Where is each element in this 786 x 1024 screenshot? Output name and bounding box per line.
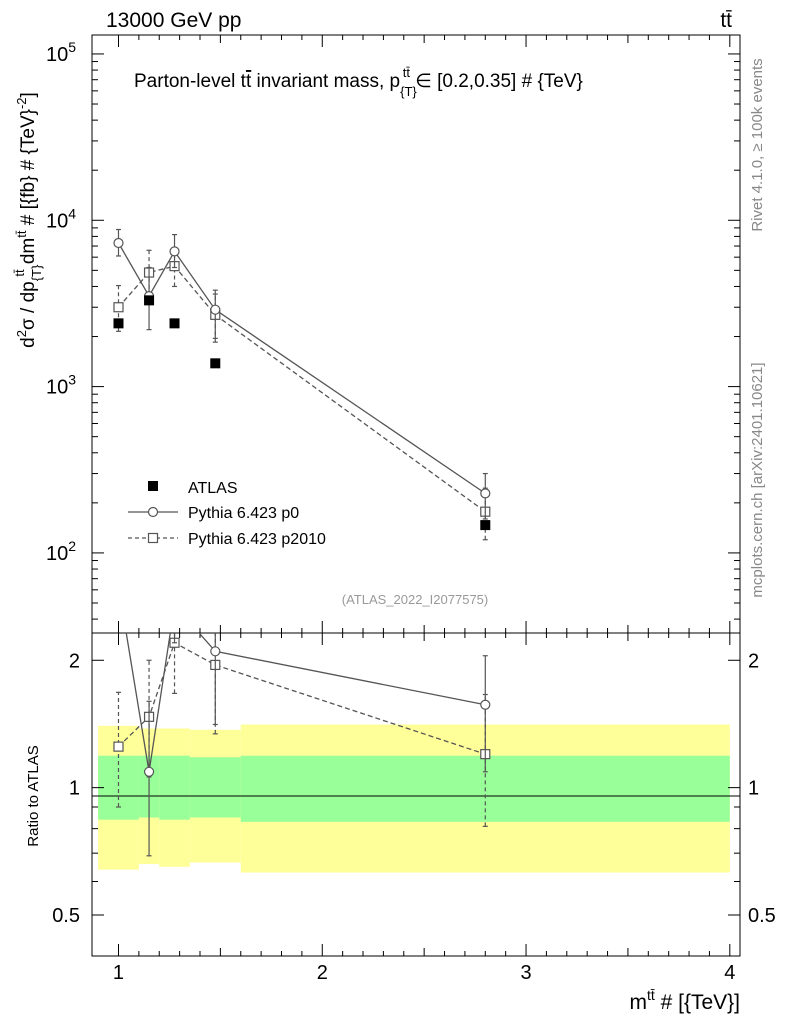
data-point-p0	[210, 304, 221, 315]
series-line	[118, 265, 486, 513]
process-label: tt̄	[720, 9, 732, 32]
x-tick-label: 1	[113, 962, 124, 984]
main-ylabel: d2σ / dp{T}tt̄ dmtt̄ # [{fb} # {TeV}-2]	[12, 92, 44, 348]
x-tick-label: 3	[520, 962, 531, 984]
legend-marker-p0	[147, 506, 159, 518]
series-line	[117, 242, 486, 494]
uncertainty-band-inner	[189, 757, 241, 818]
title-tbar: t	[246, 71, 252, 92]
uncertainty-band-inner	[98, 755, 139, 820]
ratio-axis-ticks: 0.5 0.5 1 1 2 2 1 2 3 4	[52, 633, 776, 984]
data-point-p2010	[113, 302, 124, 313]
main-title: Parton-level tt invariant mass, p{T}tt̄ …	[134, 65, 583, 99]
ratio-y-tick-label-right: 2	[748, 650, 759, 672]
analysis-tag: (ATLAS_2022_I2077575)	[342, 592, 488, 607]
main-y-tick-label: 102	[46, 538, 76, 565]
data-point-p0	[143, 766, 155, 777]
ratio-bands	[98, 724, 730, 873]
main-y-tick-label: 103	[46, 372, 76, 399]
main-y-tick-label: 104	[46, 205, 76, 232]
legend-label-atlas: ATLAS	[188, 480, 238, 497]
mcplots-label: mcplots.cern.ch [arXiv:2401.10621]	[749, 362, 766, 597]
ratio-y-tick-label-right: 0.5	[748, 905, 776, 927]
data-point-atlas	[169, 318, 180, 329]
data-point-p0	[113, 237, 124, 249]
series-line	[125, 633, 486, 772]
ratio-panel: Ratio to ATLAS 0.5 0.5 1 1 2 2 1 2 3 4 mtt̄ # [{T…	[25, 632, 776, 1014]
main-series	[113, 228, 491, 541]
data-point-p0	[480, 488, 491, 499]
x-axis-label: mtt̄ # [{TeV}]	[629, 987, 740, 1014]
data-point-p2010	[113, 741, 124, 752]
data-point-atlas	[480, 520, 491, 531]
data-point-p0	[480, 699, 491, 710]
legend: ATLAS Pythia 6.423 p0 Pythia 6.423 p2010	[128, 480, 326, 548]
uncertainty-band-inner	[159, 755, 190, 820]
main-panel: Parton-level tt invariant mass, p{T}tt̄ …	[12, 34, 741, 634]
main-y-tick-label: 105	[46, 39, 76, 66]
legend-marker-atlas	[148, 481, 158, 491]
rivet-label: Rivet 4.1.0, ≥ 100k events	[749, 58, 766, 231]
ratio-y-tick-label: 0.5	[52, 905, 80, 927]
ratio-series	[113, 633, 491, 857]
ratio-frame	[91, 632, 741, 957]
data-point-p0	[210, 646, 221, 657]
legend-marker-p2010	[147, 532, 159, 544]
ratio-y-tick-label: 2	[69, 650, 80, 672]
energy-label: 13000 GeV pp	[106, 9, 241, 32]
data-point-atlas	[113, 318, 124, 329]
data-point-atlas	[210, 358, 221, 369]
ratio-ylabel: Ratio to ATLAS	[25, 745, 42, 846]
legend-label-p0: Pythia 6.423 p0	[188, 505, 299, 522]
ratio-y-tick-label-right: 1	[748, 778, 759, 800]
legend-label-p2010: Pythia 6.423 p2010	[188, 531, 326, 548]
data-point-atlas	[144, 295, 155, 306]
x-tick-label: 2	[317, 962, 328, 984]
main-axis-ticks: 102 103 104 105	[46, 35, 740, 633]
x-tick-label: 4	[724, 962, 735, 984]
data-point-p0	[169, 246, 180, 257]
ratio-y-tick-label: 1	[69, 778, 80, 800]
